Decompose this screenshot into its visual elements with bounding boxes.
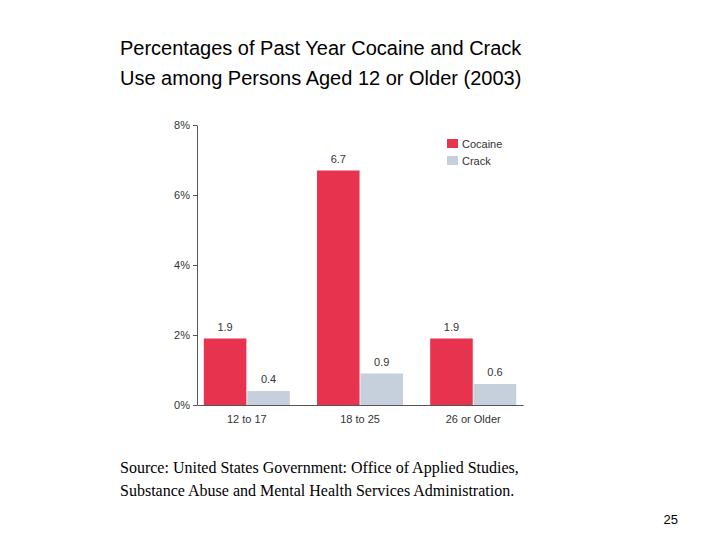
bar <box>247 391 290 405</box>
tick: 6% <box>174 189 197 201</box>
legend-label: Cocaine <box>462 138 502 150</box>
tick-label: 2% <box>174 329 190 341</box>
tick-mark <box>193 125 197 126</box>
data-label: 0.4 <box>261 373 276 385</box>
bar <box>204 339 247 406</box>
source: Source: United States Government: Office… <box>120 459 519 499</box>
source-line: Substance Abuse and Mental Health Servic… <box>120 482 514 499</box>
x-axis: 12 to 17 18 to 25 26 or Older <box>198 405 524 425</box>
data-label: 1.9 <box>217 321 232 333</box>
bar <box>474 384 517 405</box>
data-labels: 1.9 6.7 1.9 0.4 0.9 0.6 <box>217 153 502 386</box>
tick: 0% <box>174 399 197 411</box>
page-number: 25 <box>664 512 678 527</box>
title: Percentages of Past Year Cocaine and Cra… <box>120 37 522 89</box>
data-label: 0.6 <box>487 366 502 378</box>
bar <box>360 374 403 406</box>
tick: 12 to 17 <box>227 405 267 425</box>
axis-line <box>198 405 524 406</box>
tick: 8% <box>174 119 197 131</box>
tick-label: 18 to 25 <box>340 413 380 425</box>
data-label: 0.9 <box>374 356 389 368</box>
legend: Cocaine Crack <box>447 138 502 167</box>
tick-mark <box>193 265 197 266</box>
tick-label: 12 to 17 <box>227 413 267 425</box>
legend-item: Cocaine <box>447 138 502 150</box>
slide: Percentages of Past Year Cocaine and Cra… <box>0 0 720 540</box>
tick: 26 or Older <box>446 405 501 425</box>
data-label: 6.7 <box>331 153 346 165</box>
tick-mark <box>193 195 197 196</box>
bars <box>204 171 516 406</box>
source-line: Source: United States Government: Office… <box>120 459 519 477</box>
bar <box>317 171 360 406</box>
tick: 18 to 25 <box>340 405 380 425</box>
tick-mark <box>193 335 197 336</box>
tick: 2% <box>174 329 197 341</box>
tick-label: 6% <box>174 189 190 201</box>
tick-label: 4% <box>174 259 190 271</box>
y-axis: 0% 2% 4% 6% 8% <box>174 119 197 411</box>
axis-line <box>197 126 198 406</box>
tick-label: 0% <box>174 399 190 411</box>
tick-label: 26 or Older <box>446 413 501 425</box>
legend-swatch <box>447 139 458 148</box>
legend-label: Crack <box>462 155 491 167</box>
tick: 4% <box>174 259 197 271</box>
title-line: Use among Persons Aged 12 or Older (2003… <box>120 67 521 89</box>
tick-label: 8% <box>174 119 190 131</box>
tick-mark <box>193 405 197 406</box>
legend-item: Crack <box>447 155 491 167</box>
legend-swatch <box>447 156 458 165</box>
title-line: Percentages of Past Year Cocaine and Cra… <box>120 37 522 59</box>
bar <box>430 339 473 406</box>
data-label: 1.9 <box>444 321 459 333</box>
